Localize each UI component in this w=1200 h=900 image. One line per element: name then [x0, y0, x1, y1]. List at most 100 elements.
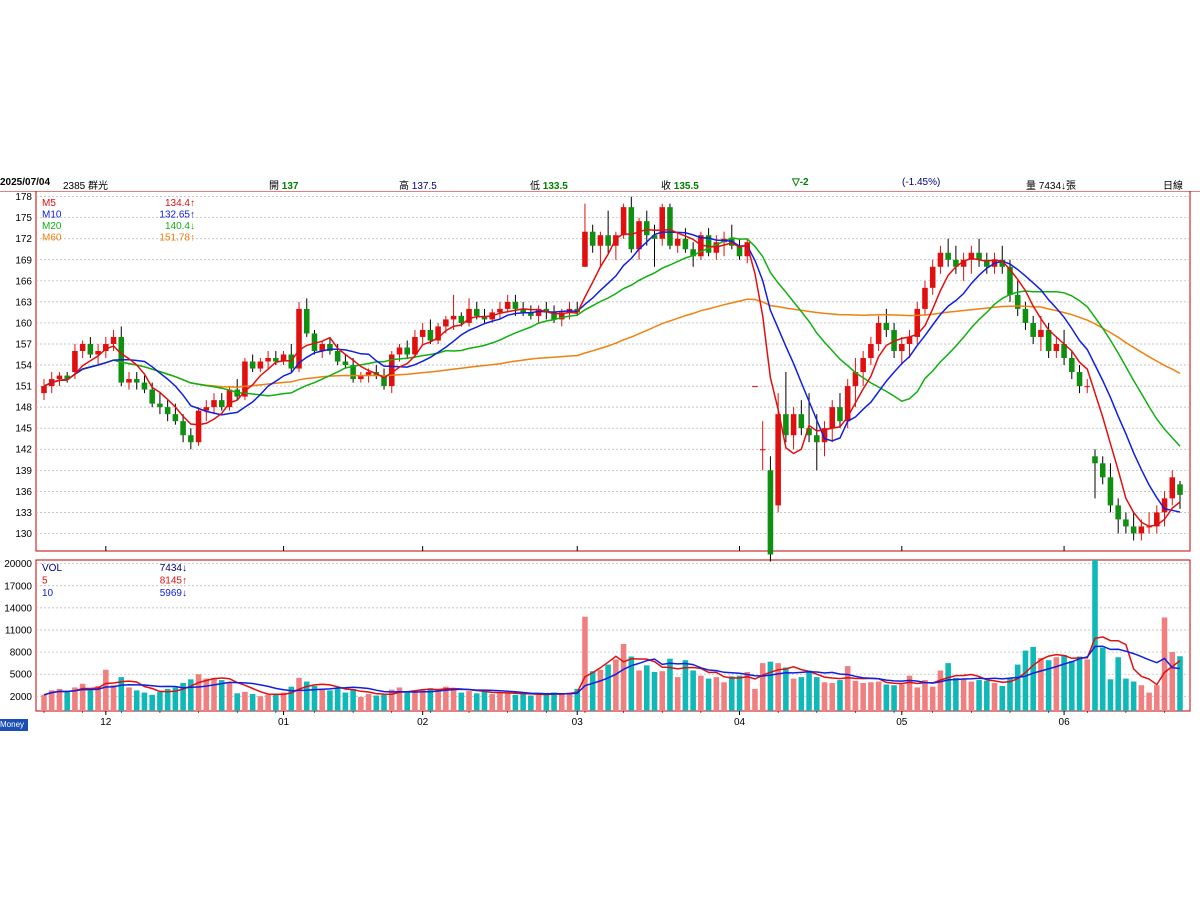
- candle-body: [984, 259, 990, 267]
- volume-bar: [597, 669, 604, 711]
- volume-bar: [651, 671, 658, 711]
- volume-bar: [814, 677, 820, 711]
- candle-body: [860, 358, 866, 373]
- volume-bar: [783, 667, 789, 711]
- candle-body: [844, 386, 851, 422]
- candle-body: [296, 308, 302, 369]
- volume-bar: [705, 678, 712, 711]
- candle-body: [72, 351, 78, 373]
- price-tick-label: 151: [15, 382, 32, 393]
- volume-bar: [1084, 659, 1091, 711]
- volume-bar: [72, 687, 78, 711]
- month-label: 05: [896, 717, 908, 728]
- price-legend-name: M60: [42, 233, 62, 244]
- candle-body: [226, 389, 233, 408]
- stock-name: 2385 群光: [63, 181, 109, 192]
- volume-bar: [821, 682, 828, 711]
- candle-body: [535, 308, 542, 316]
- volume-bar: [1123, 678, 1129, 711]
- candle-body: [365, 372, 372, 376]
- volume-bar: [1030, 646, 1036, 711]
- stock-chart: 130 133 136 139 142 145 148 151 154 157 160 163 166 1…: [0, 191, 1200, 728]
- month-label: 02: [417, 717, 429, 728]
- candle-body: [188, 435, 194, 443]
- volume-bar: [999, 685, 1006, 711]
- price-tick-label: 178: [15, 192, 32, 203]
- volume-bar: [1022, 650, 1029, 711]
- volume-bar: [798, 677, 805, 711]
- candle-body: [303, 308, 310, 334]
- price-legend-value: 132.65↑: [159, 210, 195, 221]
- volume-bar: [628, 656, 635, 711]
- volume-legend-name: 10: [42, 588, 54, 599]
- candle-body: [744, 242, 751, 257]
- candle-body: [1092, 456, 1098, 464]
- volume-bar: [172, 687, 179, 711]
- candle-body: [589, 231, 596, 246]
- volume-bar: [1053, 657, 1060, 711]
- candle-body: [906, 336, 913, 344]
- candle-body: [79, 343, 86, 351]
- candle-body: [821, 428, 828, 443]
- volume-bar: [319, 688, 325, 711]
- candle-body: [1022, 308, 1029, 323]
- volume-bar: [829, 683, 836, 711]
- volume-bar: [303, 681, 310, 711]
- volume-bar: [95, 685, 101, 711]
- volume-bar: [249, 694, 256, 711]
- volume-bar: [280, 692, 287, 711]
- candle-body: [203, 407, 210, 411]
- volume-legend-name: VOL: [42, 563, 62, 574]
- candle-body: [945, 252, 951, 260]
- candle-body: [960, 259, 967, 267]
- volume-bar: [605, 664, 611, 711]
- open-label: 開: [269, 181, 279, 192]
- volume-bar: [1177, 656, 1183, 711]
- candle-body: [56, 375, 63, 380]
- volume-bar: [1076, 656, 1083, 711]
- month-label: 04: [734, 717, 746, 728]
- volume-bar: [566, 692, 573, 711]
- price-tick-label: 172: [15, 234, 32, 245]
- candle-body: [319, 343, 325, 351]
- volume-bar: [419, 689, 426, 711]
- price-tick-label: 154: [15, 361, 32, 372]
- volume-bar: [1092, 560, 1098, 711]
- volume-bar: [450, 688, 457, 711]
- volume-bar: [211, 677, 217, 711]
- volume-bar: [350, 688, 356, 711]
- volume-bar: [528, 695, 534, 711]
- volume-bar: [489, 694, 495, 711]
- price-tick-label: 163: [15, 297, 32, 308]
- candle-body: [651, 235, 658, 239]
- candle-body: [1007, 266, 1013, 295]
- change-value: ▽-2: [792, 177, 809, 188]
- volume-bar: [914, 687, 921, 711]
- volume-legend-value: 8145↑: [160, 576, 187, 587]
- candle-body: [1115, 505, 1121, 520]
- volume-bar: [110, 685, 117, 711]
- candle-body: [1076, 372, 1083, 387]
- ma20-line: [43, 237, 1181, 447]
- volume-bar: [273, 694, 279, 711]
- volume-bar: [698, 675, 704, 711]
- candle-body: [404, 347, 410, 355]
- volume-bar: [1169, 652, 1176, 711]
- candle-body: [87, 343, 94, 355]
- price-tick-label: 130: [15, 529, 32, 540]
- candle-body: [1030, 322, 1036, 337]
- candle-body: [218, 400, 225, 408]
- period-label: 日線: [1163, 181, 1183, 192]
- ma60-line: [43, 298, 1181, 389]
- volume-bar: [674, 677, 681, 711]
- candle-body: [64, 375, 70, 380]
- volume-bar: [226, 683, 233, 711]
- low-label: 低: [530, 181, 540, 192]
- price-tick-label: 133: [15, 508, 32, 519]
- volume-tick-label: 11000: [5, 625, 33, 636]
- volume-bar: [844, 666, 851, 711]
- volume-bar: [945, 663, 951, 711]
- volume-bar: [582, 616, 588, 711]
- candle-body: [388, 354, 395, 387]
- candle-body: [929, 266, 936, 288]
